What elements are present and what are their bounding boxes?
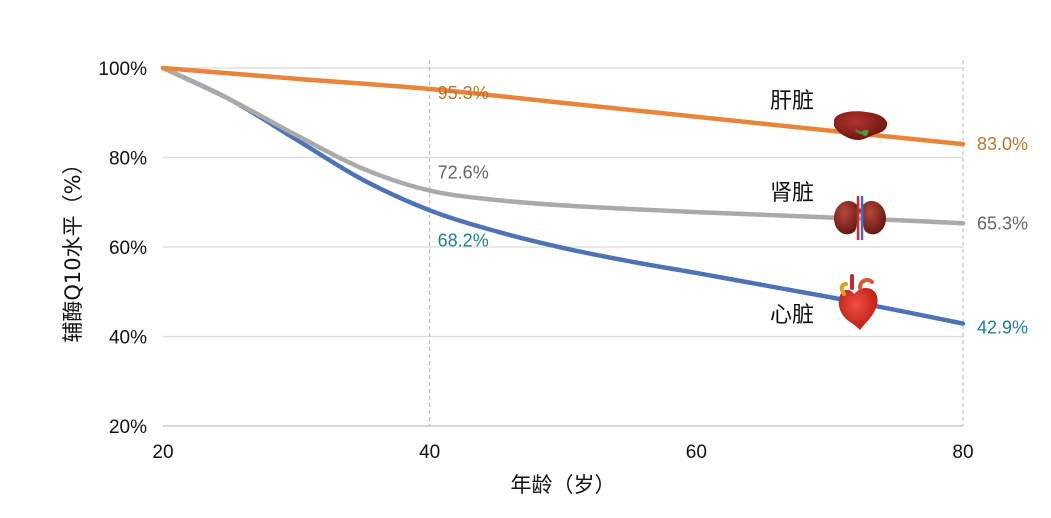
data-label: 42.9% [977, 318, 1028, 338]
series-line-liver [160, 65, 966, 147]
series-label-heart: 心脏 [770, 303, 814, 328]
y-tick-label: 60% [109, 238, 147, 259]
data-label: 72.6% [438, 163, 489, 183]
y-tick-label: 100% [98, 59, 147, 80]
axes: 20% 40% 60% 80% 100% 20 40 60 80 [98, 59, 973, 463]
data-label: 95.3% [438, 83, 489, 103]
heart-icon [838, 274, 878, 330]
kidney-icon [834, 196, 886, 240]
data-label: 65.3% [977, 213, 1028, 233]
series-label-liver: 肝脏 [770, 89, 814, 114]
x-axis-title: 年龄（岁） [511, 473, 616, 497]
x-tick-label: 80 [952, 442, 973, 463]
y-tick-label: 20% [109, 417, 147, 438]
organ-labels: 肝脏 肾脏 心脏 [770, 89, 814, 328]
x-tick-label: 60 [686, 442, 707, 463]
x-tick-label: 20 [152, 442, 173, 463]
grid [163, 60, 964, 426]
data-label: 68.2% [438, 230, 489, 250]
y-tick-label: 40% [109, 328, 147, 349]
series-layer: 95.3% 83.0% 72.6% 65.3% 68.2% 42.9% [160, 65, 1028, 338]
series-line-heart [160, 65, 966, 326]
x-tick-label: 40 [419, 442, 440, 463]
y-tick-label: 80% [109, 149, 147, 170]
series-line-kidney [160, 65, 966, 226]
data-label: 83.0% [977, 134, 1028, 154]
liver-icon [834, 111, 888, 140]
y-axis-title: 辅酶Q10水平（%） [61, 153, 85, 342]
series-label-kidney: 肾脏 [770, 181, 814, 206]
